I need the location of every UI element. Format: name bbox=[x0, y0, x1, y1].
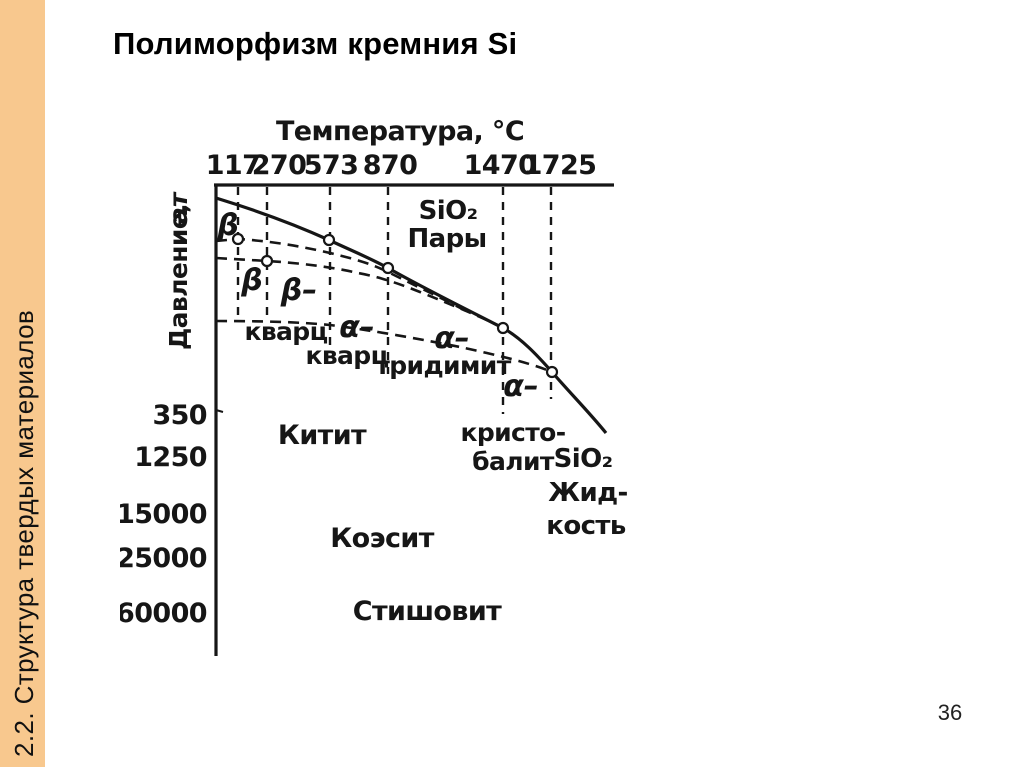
label-balit: балит bbox=[472, 447, 555, 476]
page-number: 36 bbox=[937, 700, 963, 725]
metastable-curve-1 bbox=[215, 237, 469, 314]
label-alpha-3: α– bbox=[503, 369, 539, 404]
label-vapor-pary: Пары bbox=[407, 224, 486, 254]
x-axis-title: Температура, °C bbox=[276, 116, 524, 147]
x-tick-573: 573 bbox=[304, 150, 359, 181]
label-liquid-zhid: Жид- bbox=[548, 478, 627, 508]
stable-vapor-curve bbox=[215, 196, 608, 435]
label-kristo: кристо- bbox=[460, 418, 565, 447]
label-tridimit: тридимит bbox=[375, 351, 511, 380]
point-1725 bbox=[545, 365, 559, 379]
label-beta-kvarc: кварц bbox=[244, 317, 327, 346]
y-tick-160000: 160000 bbox=[120, 598, 207, 629]
point-117 bbox=[231, 232, 245, 246]
label-koesit: Коэсит bbox=[330, 523, 435, 554]
y-axis-title-word: Давление, bbox=[164, 204, 193, 350]
label-alpha-2: α– bbox=[434, 321, 470, 356]
label-vapor-sio2: SiO₂ bbox=[419, 196, 478, 226]
y-tick-15000: 15000 bbox=[120, 499, 207, 530]
y-tick-1250: 1250 bbox=[134, 442, 207, 473]
y-axis-title-unit: ат bbox=[164, 191, 193, 224]
x-tick-870: 870 bbox=[363, 150, 418, 181]
y-tick-350: 350 bbox=[152, 400, 207, 431]
label-stishovit: Стишовит bbox=[353, 596, 502, 627]
point-870 bbox=[381, 261, 395, 275]
point-573 bbox=[322, 233, 336, 247]
x-tick-1725: 1725 bbox=[524, 150, 597, 181]
sidebar-strip: 2.2. Структура твердых материалов bbox=[0, 0, 45, 767]
label-liquid-sio2: SiO₂ bbox=[554, 444, 613, 474]
x-tick-117: 117 bbox=[206, 150, 261, 181]
sidebar-section-label: 2.2. Структура твердых материалов bbox=[9, 309, 39, 757]
label-alpha-1: α– bbox=[339, 310, 375, 345]
label-beta-1: β bbox=[216, 208, 238, 243]
page-title: Полиморфизм кремния Si bbox=[113, 26, 518, 61]
x-tick-1470: 1470 bbox=[464, 150, 537, 181]
label-liquid-kost: кость bbox=[546, 511, 626, 541]
label-beta-3: β– bbox=[280, 273, 317, 308]
label-kitit: Китит bbox=[278, 420, 367, 451]
phase-diagram-figure: Температура, °C Давление, ат 117 270 573… bbox=[120, 116, 628, 656]
metastable-curve-3 bbox=[215, 319, 553, 374]
label-alpha-kvarc: кварц bbox=[305, 341, 388, 370]
point-1470 bbox=[496, 321, 510, 335]
y-axis-tick-350 bbox=[215, 409, 224, 413]
x-tick-270: 270 bbox=[252, 150, 307, 181]
y-tick-25000: 25000 bbox=[120, 543, 207, 574]
label-beta-2: β bbox=[240, 263, 262, 298]
point-270 bbox=[260, 254, 274, 268]
